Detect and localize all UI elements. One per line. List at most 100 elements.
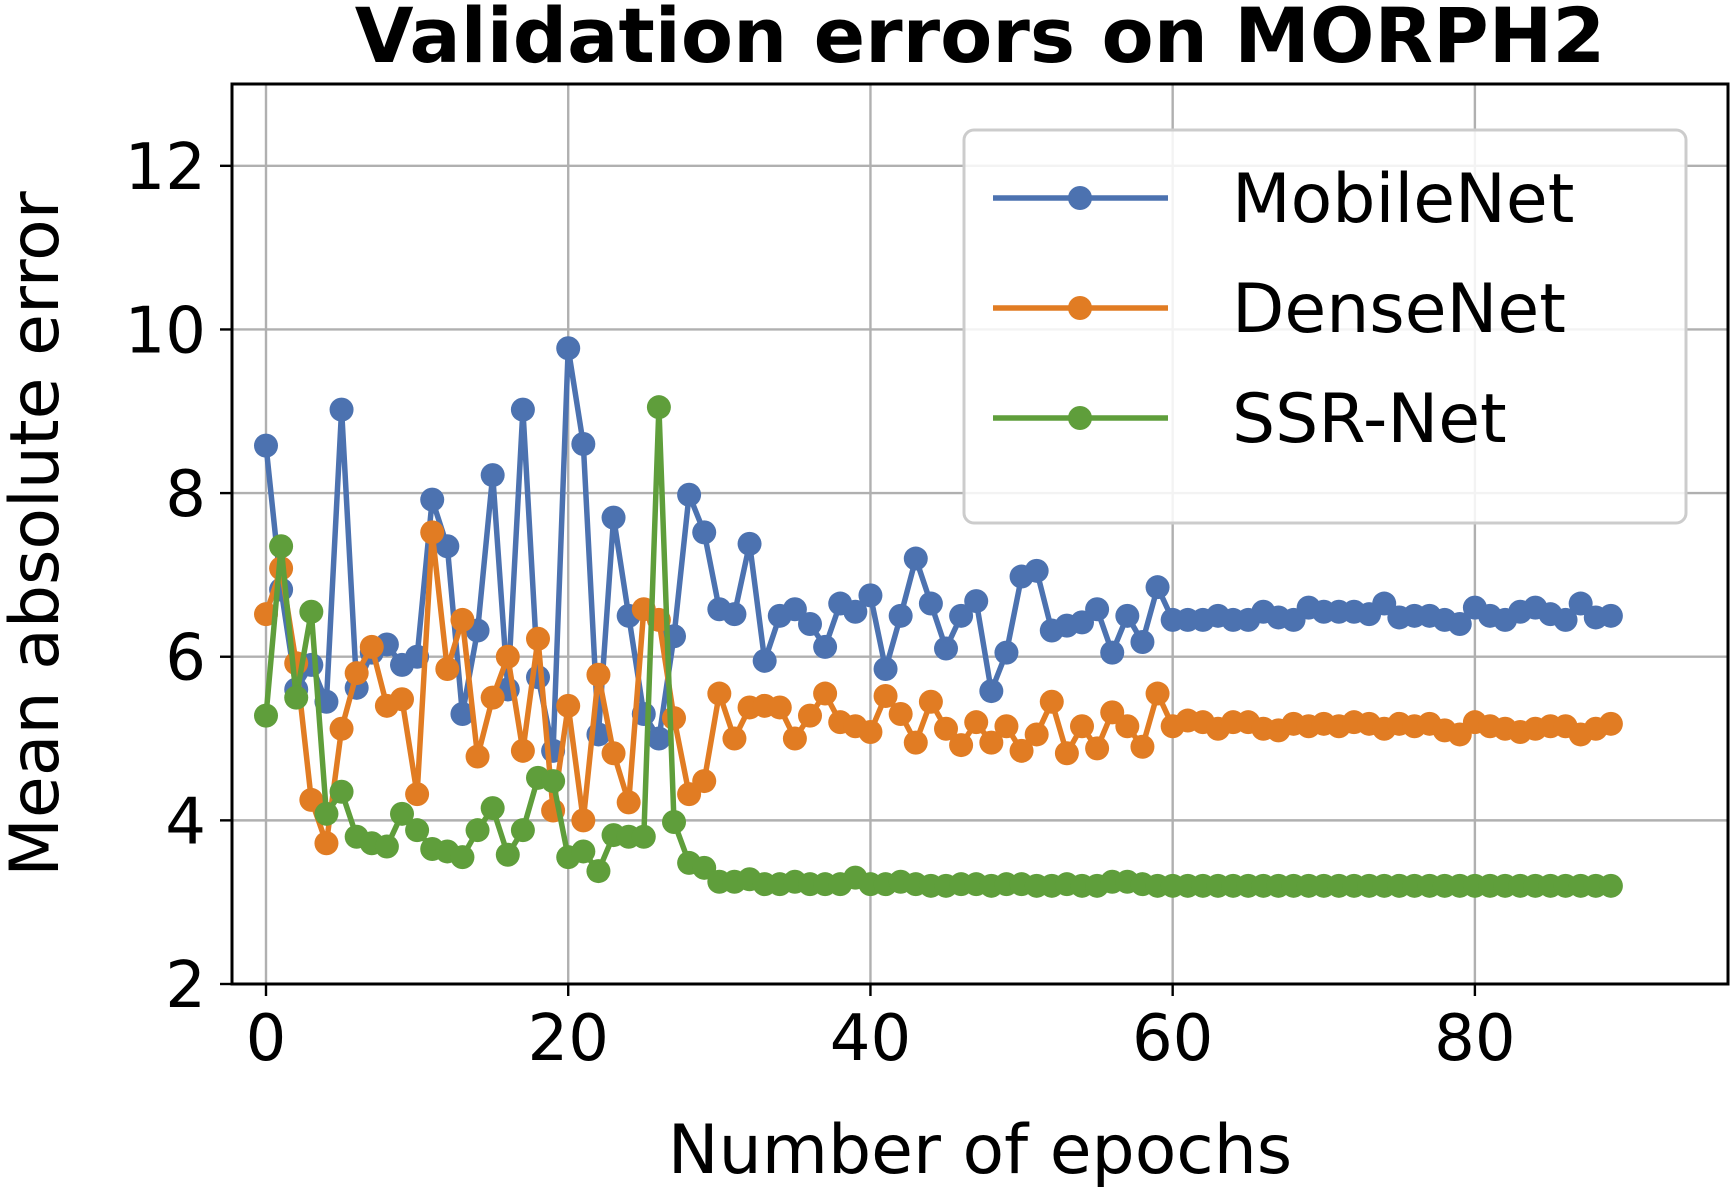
data-point	[873, 684, 898, 708]
data-point	[979, 730, 1004, 755]
data-point	[979, 679, 1004, 704]
data-point	[782, 597, 807, 622]
data-point	[556, 693, 581, 718]
data-point	[526, 626, 550, 651]
legend-label: DenseNet	[1232, 270, 1566, 349]
data-point	[480, 685, 505, 710]
legend-marker	[1068, 186, 1092, 210]
data-point	[571, 839, 596, 864]
data-point	[510, 738, 535, 763]
data-point	[299, 787, 324, 812]
x-tick-label: 40	[830, 1002, 911, 1076]
data-point	[480, 463, 505, 488]
y-tick-label: 10	[125, 294, 206, 368]
data-point	[1598, 711, 1623, 736]
data-point	[813, 681, 838, 706]
data-point	[616, 790, 641, 815]
data-point	[314, 831, 339, 856]
data-point	[692, 769, 717, 794]
data-point	[1598, 603, 1623, 628]
data-point	[1085, 736, 1110, 761]
data-point	[1447, 612, 1472, 636]
y-tick-label: 6	[165, 622, 206, 696]
y-tick-label: 8	[165, 458, 206, 532]
data-point	[858, 583, 883, 608]
data-point	[344, 661, 369, 686]
chart-title: Validation errors on MORPH2	[355, 0, 1606, 80]
data-point	[737, 531, 762, 556]
legend-label: SSR-Net	[1232, 380, 1507, 459]
data-point	[662, 810, 686, 834]
data-point	[541, 769, 566, 794]
data-point	[450, 607, 475, 632]
series-line	[263, 529, 1612, 847]
data-point	[571, 432, 596, 456]
data-point	[1115, 603, 1140, 628]
data-point	[949, 733, 974, 758]
x-tick-label: 80	[1434, 1002, 1515, 1076]
series-layer	[254, 336, 1623, 898]
data-point	[888, 603, 913, 628]
legend-label: MobileNet	[1232, 160, 1574, 239]
legend-box	[962, 128, 1688, 525]
data-point	[1009, 738, 1034, 763]
legend: MobileNet DenseNet SSR-Net	[962, 128, 1688, 525]
data-point	[329, 397, 354, 422]
data-point	[450, 702, 475, 726]
data-point	[934, 716, 958, 741]
data-point	[692, 520, 717, 545]
data-point	[601, 741, 626, 766]
data-point	[646, 726, 671, 751]
data-point	[390, 801, 414, 826]
data-point	[1130, 630, 1155, 654]
data-point	[435, 534, 460, 559]
data-point	[374, 834, 399, 859]
x-tick-label: 0	[246, 1002, 287, 1076]
data-point	[813, 634, 838, 659]
data-point	[873, 657, 898, 681]
data-point	[1145, 681, 1170, 706]
data-point	[1070, 714, 1094, 739]
x-tick-label: 60	[1132, 1002, 1213, 1076]
data-point	[556, 336, 581, 361]
data-point	[405, 818, 430, 843]
data-point	[994, 640, 1019, 665]
x-tick-label: 20	[528, 1002, 609, 1076]
data-point	[722, 602, 747, 627]
data-point	[767, 695, 792, 720]
data-point	[858, 720, 883, 744]
data-point	[964, 589, 989, 614]
data-point	[949, 603, 974, 628]
data-point	[1054, 741, 1079, 766]
data-point	[722, 726, 747, 751]
data-point	[646, 395, 671, 420]
data-point	[299, 599, 324, 624]
data-point	[435, 657, 460, 681]
data-point	[405, 782, 430, 807]
data-point	[888, 702, 913, 726]
plot-frame	[230, 82, 1730, 986]
data-point	[918, 591, 943, 616]
data-point	[586, 662, 611, 687]
data-point	[1024, 558, 1049, 583]
data-point	[1100, 700, 1125, 725]
data-point	[510, 818, 535, 843]
data-point	[903, 546, 928, 571]
data-point	[1024, 722, 1049, 747]
data-point	[1085, 597, 1110, 622]
data-point	[692, 855, 717, 880]
data-point	[662, 706, 686, 731]
data-point	[284, 685, 309, 710]
data-point	[903, 730, 928, 755]
data-point	[918, 689, 943, 714]
data-point	[677, 482, 702, 507]
data-point	[707, 681, 732, 706]
data-point	[798, 612, 822, 636]
data-point	[495, 644, 520, 669]
data-point	[420, 487, 445, 512]
data-point	[359, 634, 384, 659]
data-point	[329, 716, 354, 741]
data-point	[1372, 591, 1397, 616]
data-point	[798, 703, 822, 728]
